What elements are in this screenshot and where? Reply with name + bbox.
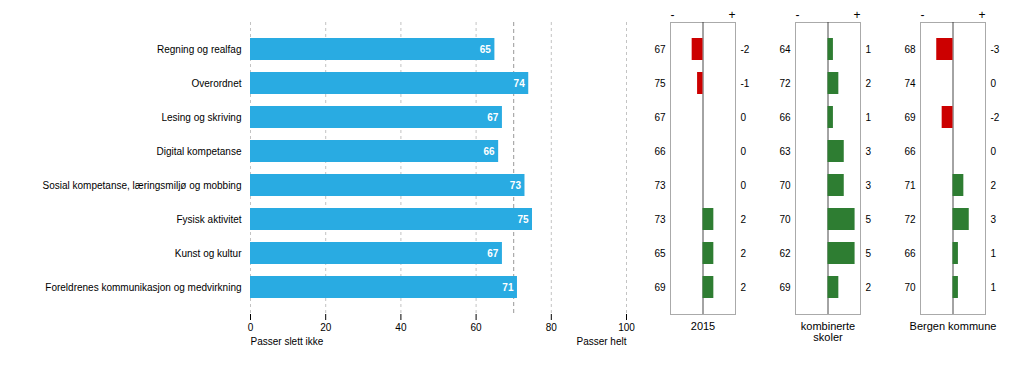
svg-text:73: 73 <box>654 214 666 225</box>
svg-text:66: 66 <box>904 146 916 157</box>
svg-text:67: 67 <box>487 248 499 259</box>
svg-text:71: 71 <box>502 282 514 293</box>
svg-text:0: 0 <box>248 322 254 333</box>
svg-text:3: 3 <box>991 214 997 225</box>
svg-text:2: 2 <box>866 78 872 89</box>
svg-text:70: 70 <box>779 214 791 225</box>
svg-text:Passer slett ikke: Passer slett ikke <box>251 336 324 347</box>
svg-text:72: 72 <box>904 214 916 225</box>
svg-text:69: 69 <box>904 112 916 123</box>
svg-text:+: + <box>853 8 860 22</box>
svg-text:Sosial kompetanse, læringsmilj: Sosial kompetanse, læringsmiljø og mobbi… <box>43 180 242 191</box>
svg-text:67: 67 <box>487 112 499 123</box>
svg-text:2: 2 <box>741 248 747 259</box>
svg-text:2: 2 <box>866 282 872 293</box>
svg-text:66: 66 <box>779 112 791 123</box>
svg-text:5: 5 <box>866 214 872 225</box>
svg-text:67: 67 <box>654 44 666 55</box>
svg-text:0: 0 <box>741 146 747 157</box>
svg-text:73: 73 <box>654 180 666 191</box>
svg-text:75: 75 <box>654 78 666 89</box>
svg-text:74: 74 <box>904 78 916 89</box>
svg-text:100: 100 <box>618 322 635 333</box>
svg-text:3: 3 <box>866 146 872 157</box>
svg-text:Regning og realfag: Regning og realfag <box>157 44 242 55</box>
svg-text:Bergen kommune: Bergen kommune <box>910 320 997 332</box>
svg-text:1: 1 <box>866 112 872 123</box>
svg-text:1: 1 <box>866 44 872 55</box>
svg-text:70: 70 <box>904 282 916 293</box>
svg-text:-: - <box>796 8 800 22</box>
svg-text:66: 66 <box>904 248 916 259</box>
svg-text:Kunst og kultur: Kunst og kultur <box>175 248 242 259</box>
svg-text:Overordnet: Overordnet <box>191 78 241 89</box>
svg-text:80: 80 <box>546 322 558 333</box>
svg-text:71: 71 <box>904 180 916 191</box>
svg-text:0: 0 <box>741 112 747 123</box>
svg-text:Passer helt: Passer helt <box>576 336 626 347</box>
svg-text:72: 72 <box>779 78 791 89</box>
svg-text:69: 69 <box>779 282 791 293</box>
svg-text:70: 70 <box>779 180 791 191</box>
svg-text:62: 62 <box>779 248 791 259</box>
svg-text:-1: -1 <box>741 78 750 89</box>
svg-text:Lesing og skriving: Lesing og skriving <box>161 112 241 123</box>
svg-text:63: 63 <box>779 146 791 157</box>
svg-text:74: 74 <box>514 78 526 89</box>
svg-text:-2: -2 <box>991 112 1000 123</box>
svg-text:2: 2 <box>991 180 997 191</box>
svg-text:20: 20 <box>320 322 332 333</box>
svg-text:1: 1 <box>991 282 997 293</box>
svg-text:40: 40 <box>395 322 407 333</box>
svg-text:0: 0 <box>991 146 997 157</box>
svg-text:65: 65 <box>480 44 492 55</box>
svg-text:66: 66 <box>654 146 666 157</box>
svg-text:0: 0 <box>991 78 997 89</box>
svg-text:66: 66 <box>484 146 496 157</box>
svg-text:69: 69 <box>654 282 666 293</box>
svg-text:-2: -2 <box>741 44 750 55</box>
svg-text:1: 1 <box>991 248 997 259</box>
svg-text:-3: -3 <box>991 44 1000 55</box>
svg-text:2: 2 <box>741 214 747 225</box>
svg-text:67: 67 <box>654 112 666 123</box>
svg-text:-: - <box>921 8 925 22</box>
svg-text:75: 75 <box>517 214 529 225</box>
svg-text:64: 64 <box>779 44 791 55</box>
svg-text:Fysisk aktivitet: Fysisk aktivitet <box>176 214 241 225</box>
svg-text:-: - <box>671 8 675 22</box>
svg-text:+: + <box>978 8 985 22</box>
svg-text:60: 60 <box>471 322 483 333</box>
svg-text:2: 2 <box>741 282 747 293</box>
svg-text:5: 5 <box>866 248 872 259</box>
svg-text:65: 65 <box>654 248 666 259</box>
svg-text:73: 73 <box>510 180 522 191</box>
svg-text:68: 68 <box>904 44 916 55</box>
svg-text:0: 0 <box>741 180 747 191</box>
svg-text:Foreldrenes kommunikasjon og m: Foreldrenes kommunikasjon og medvirkning <box>45 282 241 293</box>
svg-text:3: 3 <box>866 180 872 191</box>
svg-text:Digital kompetanse: Digital kompetanse <box>156 146 241 157</box>
svg-text:2015: 2015 <box>691 320 715 332</box>
svg-text:kombinerteskoler: kombinerteskoler <box>801 320 855 343</box>
svg-text:+: + <box>728 8 735 22</box>
